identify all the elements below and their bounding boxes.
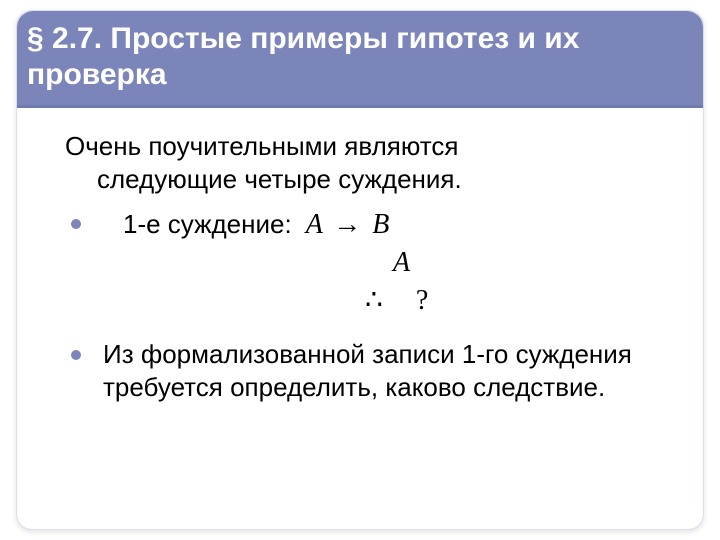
- list-item: Из формализованной записи 1-го суждения …: [65, 338, 669, 405]
- intro-line-2: следующие четыре суждения.: [65, 163, 669, 196]
- formula-B: B: [372, 209, 389, 240]
- formula-line-1: A → B: [306, 207, 390, 243]
- question-mark: ?: [416, 285, 428, 316]
- list-item: 1-е суждение: A → B A ∴ ?: [65, 207, 669, 320]
- conclusion-text: Из формализованной записи 1-го суждения …: [103, 339, 632, 402]
- formula-A: A: [306, 209, 323, 240]
- slide-card: § 2.7. Простые примеры гипотез и их пров…: [16, 10, 704, 530]
- intro-paragraph: Очень поучительными являются следующие ч…: [65, 130, 669, 197]
- arrow-icon: →: [329, 209, 365, 240]
- formula-line-2: A: [363, 244, 669, 282]
- title-band: § 2.7. Простые примеры гипотез и их пров…: [17, 11, 703, 108]
- bullet-list: 1-е суждение: A → B A ∴ ?: [65, 207, 669, 405]
- slide-content: Очень поучительными являются следующие ч…: [17, 108, 703, 420]
- first-judgement-row: 1-е суждение: A → B: [103, 207, 669, 243]
- first-judgement-label: 1-е суждение:: [103, 208, 292, 241]
- formula-line-3: ∴ ?: [363, 282, 669, 320]
- formula-block: A ∴ ?: [103, 244, 669, 320]
- slide-title: § 2.7. Простые примеры гипотез и их пров…: [27, 22, 579, 91]
- therefore-icon: ∴: [365, 285, 409, 316]
- intro-line-1: Очень поучительными являются: [65, 131, 458, 161]
- slide: § 2.7. Простые примеры гипотез и их пров…: [0, 0, 720, 540]
